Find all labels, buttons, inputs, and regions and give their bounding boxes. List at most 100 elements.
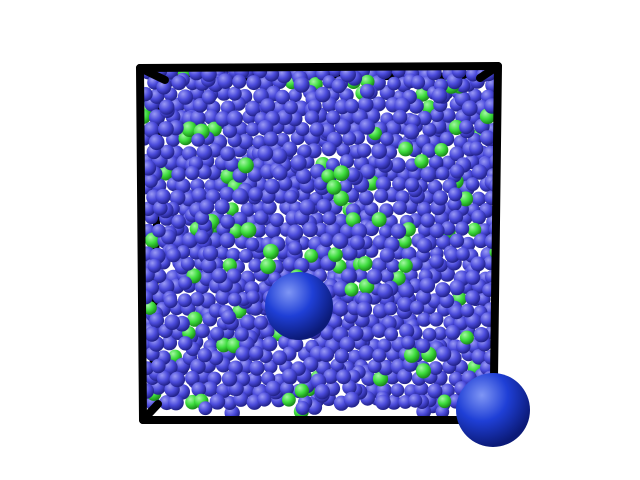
majority-particle	[210, 326, 225, 341]
majority-particle	[202, 381, 218, 397]
particle-cloud	[140, 66, 498, 420]
majority-particle	[293, 76, 310, 93]
majority-particle	[422, 122, 437, 137]
majority-particle	[185, 370, 200, 386]
majority-particle	[415, 338, 431, 353]
majority-particle	[190, 110, 206, 126]
majority-particle	[151, 358, 166, 374]
majority-particle	[144, 326, 160, 342]
majority-particle	[371, 143, 387, 160]
majority-particle	[435, 166, 450, 181]
minority-particle	[398, 258, 413, 273]
majority-particle	[226, 110, 243, 127]
majority-particle	[215, 246, 230, 260]
majority-particle	[477, 223, 492, 237]
majority-particle	[404, 177, 420, 193]
majority-particle	[392, 109, 408, 125]
minority-particle	[181, 121, 198, 137]
minority-particle	[414, 154, 429, 169]
majority-particle	[175, 178, 191, 194]
majority-particle	[449, 304, 464, 320]
majority-particle	[177, 89, 194, 105]
majority-particle	[272, 350, 288, 366]
majority-particle	[302, 221, 318, 238]
majority-particle	[148, 134, 165, 151]
majority-particle	[387, 76, 401, 91]
majority-particle	[390, 223, 407, 239]
majority-particle	[248, 187, 263, 202]
majority-particle	[422, 327, 437, 342]
majority-particle	[375, 176, 392, 192]
majority-particle	[280, 381, 294, 396]
majority-particle	[465, 177, 480, 192]
majority-particle	[358, 345, 375, 361]
majority-particle	[471, 191, 486, 207]
majority-particle	[283, 100, 298, 115]
majority-particle	[394, 97, 411, 114]
majority-particle	[239, 248, 253, 263]
box-edge-diag-top	[136, 64, 169, 84]
majority-particle	[215, 289, 231, 305]
majority-particle	[295, 168, 312, 185]
majority-particle	[473, 327, 490, 343]
minority-particle	[459, 330, 474, 345]
majority-particle	[360, 164, 376, 180]
majority-particle	[263, 131, 279, 147]
minority-particle	[143, 301, 157, 315]
majority-particle	[341, 268, 357, 284]
majority-particle	[338, 179, 353, 194]
majority-particle	[336, 369, 351, 385]
minority-particle	[415, 363, 432, 379]
majority-particle	[461, 100, 478, 117]
majority-particle	[232, 74, 247, 89]
majority-particle	[246, 290, 260, 304]
majority-particle	[322, 211, 337, 226]
majority-particle	[449, 164, 465, 179]
minority-particle	[345, 212, 361, 228]
majority-particle	[371, 323, 387, 338]
majority-particle	[377, 283, 393, 300]
majority-particle	[249, 346, 264, 361]
majority-particle	[358, 190, 374, 206]
majority-particle	[428, 361, 443, 376]
majority-particle	[199, 199, 215, 215]
majority-particle	[334, 348, 349, 364]
majority-particle	[427, 383, 443, 399]
large-sphere-corner	[456, 373, 530, 447]
majority-particle	[449, 146, 465, 162]
majority-particle	[356, 143, 372, 158]
majority-particle	[282, 256, 298, 272]
majority-particle	[262, 200, 277, 215]
majority-particle	[342, 131, 357, 146]
majority-particle	[339, 88, 354, 103]
majority-particle	[392, 176, 407, 192]
majority-particle	[379, 225, 393, 239]
majority-particle	[211, 268, 228, 284]
majority-particle	[281, 368, 298, 384]
majority-particle	[403, 123, 420, 140]
majority-particle	[343, 391, 360, 408]
majority-particle	[194, 229, 210, 245]
majority-particle	[196, 144, 213, 161]
majority-particle	[431, 87, 448, 104]
majority-particle	[248, 258, 263, 273]
majority-particle	[417, 110, 432, 126]
minority-particle	[304, 249, 319, 263]
majority-particle	[465, 290, 481, 306]
majority-particle	[448, 209, 464, 225]
majority-particle	[448, 187, 463, 202]
majority-particle	[421, 143, 437, 158]
majority-particle	[410, 75, 426, 90]
majority-particle	[390, 157, 406, 174]
majority-particle	[222, 123, 238, 138]
majority-particle	[155, 188, 171, 205]
majority-particle	[416, 201, 432, 217]
majority-particle	[433, 326, 448, 341]
box-edge-left	[136, 64, 147, 424]
majority-particle	[185, 165, 200, 181]
majority-particle	[455, 221, 470, 236]
minority-particle	[187, 311, 203, 327]
majority-particle	[359, 326, 375, 342]
majority-particle	[166, 247, 181, 263]
majority-particle	[214, 199, 230, 215]
